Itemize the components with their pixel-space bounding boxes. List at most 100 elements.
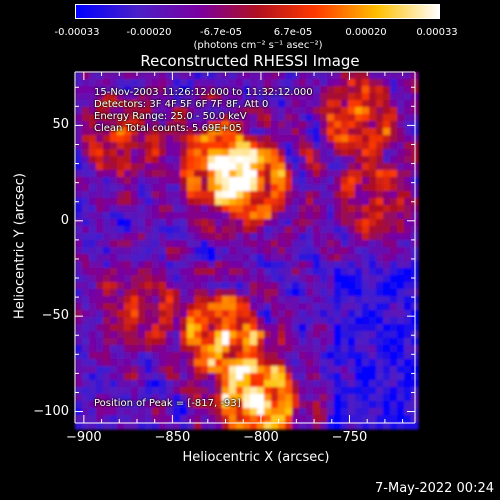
heatmap-cell xyxy=(229,79,237,87)
heatmap-cell xyxy=(397,261,405,269)
heatmap-cell xyxy=(278,184,286,192)
heatmap-cell xyxy=(173,324,181,332)
heatmap-cell xyxy=(89,310,97,318)
heatmap-cell xyxy=(201,387,209,395)
heatmap-cell xyxy=(138,415,146,423)
heatmap-cell xyxy=(278,282,286,290)
heatmap-cell xyxy=(383,170,391,178)
heatmap-cell xyxy=(187,352,195,360)
heatmap-cell xyxy=(243,408,251,416)
heatmap-cell xyxy=(292,415,300,423)
heatmap-cell xyxy=(397,366,405,374)
heatmap-cell xyxy=(222,317,230,325)
heatmap-cell xyxy=(383,338,391,346)
heatmap-cell xyxy=(187,177,195,185)
heatmap-cell xyxy=(138,373,146,381)
heatmap-cell xyxy=(271,219,279,227)
heatmap-cell xyxy=(124,303,132,311)
heatmap-cell xyxy=(327,163,335,171)
heatmap-cell xyxy=(82,345,90,353)
heatmap-cell xyxy=(271,373,279,381)
heatmap-cell xyxy=(75,310,83,318)
heatmap-cell xyxy=(390,345,398,353)
heatmap-cell xyxy=(194,240,202,248)
heatmap-cell xyxy=(215,107,223,115)
heatmap-cell xyxy=(327,394,335,402)
heatmap-cell xyxy=(89,191,97,199)
heatmap-cell xyxy=(383,114,391,122)
heatmap-cell xyxy=(222,254,230,262)
heatmap-cell xyxy=(82,289,90,297)
heatmap-cell xyxy=(320,163,328,171)
heatmap-cell xyxy=(334,317,342,325)
heatmap-cell xyxy=(390,303,398,311)
heatmap-cell xyxy=(173,254,181,262)
heatmap-cell xyxy=(208,254,216,262)
heatmap-cell xyxy=(103,149,111,157)
heatmap-cell xyxy=(180,191,188,199)
heatmap-cell xyxy=(159,338,167,346)
heatmap-cell xyxy=(110,100,118,108)
heatmap-cell xyxy=(369,142,377,150)
heatmap-cell xyxy=(264,296,272,304)
heatmap-cell xyxy=(397,338,405,346)
heatmap-cell xyxy=(320,114,328,122)
heatmap-cell xyxy=(390,79,398,87)
heatmap-cell xyxy=(257,261,265,269)
heatmap-cell xyxy=(376,331,384,339)
heatmap-cell xyxy=(187,79,195,87)
heatmap-cell xyxy=(208,373,216,381)
heatmap-cell xyxy=(243,86,251,94)
heatmap-cell xyxy=(397,240,405,248)
heatmap-cell xyxy=(348,373,356,381)
heatmap-cell xyxy=(292,184,300,192)
heatmap-cell xyxy=(117,163,125,171)
heatmap-cell xyxy=(180,268,188,276)
heatmap-cell xyxy=(75,324,83,332)
heatmap-cell xyxy=(159,240,167,248)
heatmap-cell xyxy=(194,422,202,430)
heatmap-cell xyxy=(285,408,293,416)
heatmap-cell xyxy=(397,296,405,304)
heatmap-cell xyxy=(173,282,181,290)
heatmap-cell xyxy=(152,408,160,416)
heatmap-cell xyxy=(222,156,230,164)
heatmap-cell xyxy=(222,415,230,423)
heatmap-cell xyxy=(96,282,104,290)
heatmap-cell xyxy=(383,240,391,248)
heatmap-cell xyxy=(404,366,412,374)
heatmap-cell xyxy=(299,275,307,283)
heatmap-cell xyxy=(285,107,293,115)
heatmap-cell xyxy=(159,387,167,395)
heatmap-cell xyxy=(166,338,174,346)
heatmap-cell xyxy=(355,345,363,353)
heatmap-cell xyxy=(138,296,146,304)
heatmap-cell xyxy=(327,184,335,192)
heatmap-cell xyxy=(390,142,398,150)
heatmap-cell xyxy=(355,107,363,115)
heatmap-cell xyxy=(229,114,237,122)
heatmap-cell xyxy=(194,121,202,129)
heatmap-cell xyxy=(166,219,174,227)
heatmap-cell xyxy=(243,191,251,199)
heatmap-cell xyxy=(215,352,223,360)
heatmap-cell xyxy=(376,359,384,367)
heatmap-cell xyxy=(103,317,111,325)
heatmap-cell xyxy=(348,310,356,318)
heatmap-cell xyxy=(236,247,244,255)
heatmap-cell xyxy=(187,268,195,276)
heatmap-cell xyxy=(383,366,391,374)
heatmap-cell xyxy=(348,268,356,276)
heatmap-cell xyxy=(159,366,167,374)
heatmap-cell xyxy=(306,184,314,192)
heatmap-cell xyxy=(82,142,90,150)
heatmap-cell xyxy=(376,79,384,87)
heatmap-cell xyxy=(271,156,279,164)
heatmap-cell xyxy=(194,380,202,388)
heatmap-cell xyxy=(103,366,111,374)
colorbar-tick-label: -0.00020 xyxy=(126,27,172,38)
heatmap-cell xyxy=(397,317,405,325)
heatmap-cell xyxy=(145,268,153,276)
heatmap-cell xyxy=(341,156,349,164)
heatmap-cell xyxy=(257,233,265,241)
